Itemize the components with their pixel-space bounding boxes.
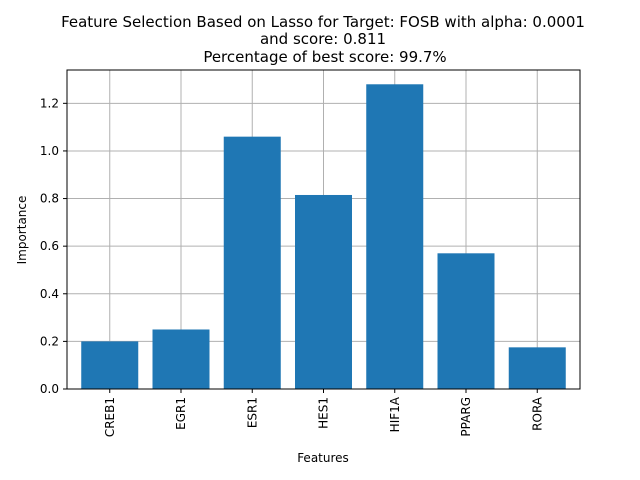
y-tick-label: 0.8 xyxy=(40,192,59,206)
chart-title-line-1: Feature Selection Based on Lasso for Tar… xyxy=(61,13,585,31)
y-axis-ticks: 0.0 0.2 0.4 0.6 0.8 1.0 1.2 xyxy=(40,96,67,396)
x-tick-label: EGR1 xyxy=(174,397,188,430)
y-axis-label: Importance xyxy=(15,196,29,265)
y-tick-label: 0.0 xyxy=(40,382,59,396)
x-tick-label: PPARG xyxy=(459,397,473,437)
y-tick-label: 0.6 xyxy=(40,239,59,253)
y-tick-label: 0.4 xyxy=(40,287,59,301)
bar-creb1 xyxy=(81,341,139,389)
bar-hes1 xyxy=(295,194,352,389)
bar-hif1a xyxy=(366,84,424,390)
bar-esr1 xyxy=(223,136,281,389)
bars xyxy=(81,84,566,390)
x-tick-label: ESR1 xyxy=(245,397,259,428)
x-tick-label: CREB1 xyxy=(103,397,117,437)
bar-egr1 xyxy=(152,329,210,389)
y-tick-label: 1.0 xyxy=(40,144,59,158)
bar-rora xyxy=(508,347,566,389)
chart-title-line-3: Percentage of best score: 99.7% xyxy=(203,48,446,66)
chart-title-line-2: and score: 0.811 xyxy=(260,30,386,48)
x-tick-label: RORA xyxy=(530,396,544,431)
y-tick-label: 0.2 xyxy=(40,334,59,348)
bar-pparg xyxy=(437,253,495,389)
x-axis-label: Features xyxy=(297,451,349,465)
chart-title: Feature Selection Based on Lasso for Tar… xyxy=(61,13,585,66)
x-tick-label: HIF1A xyxy=(388,396,402,432)
y-tick-label: 1.2 xyxy=(40,96,59,110)
x-tick-label: HES1 xyxy=(317,397,331,429)
x-axis-ticks: CREB1 EGR1 ESR1 HES1 HIF1A PPARG RORA xyxy=(103,389,544,437)
